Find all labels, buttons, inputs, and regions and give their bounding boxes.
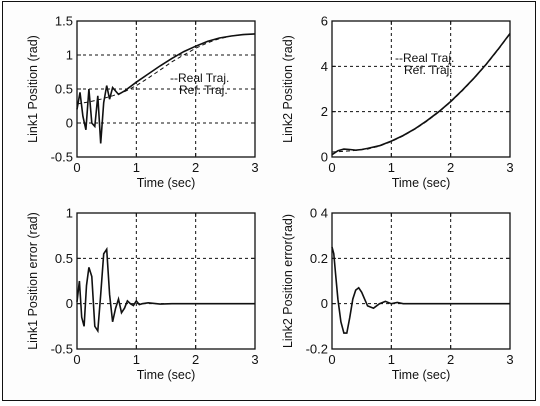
legend-entry: Ref. Traj. — [179, 83, 228, 97]
x-tick-label: 1 — [388, 160, 395, 175]
y-tick-label: 4 — [321, 59, 328, 74]
x-axis-label: Time (sec) — [392, 176, 451, 190]
series-line-1 — [331, 33, 511, 156]
series-line-2 — [76, 33, 256, 105]
x-axis-label: Time (sec) — [392, 368, 451, 382]
x-tick-label: 2 — [447, 160, 454, 175]
x-tick-label: 3 — [506, 160, 513, 175]
y-tick-label: 0 — [66, 116, 73, 131]
legend-entry: Ref. Traj. — [404, 63, 453, 77]
y-tick-label: -0.2 — [306, 342, 328, 357]
x-tick-label: 2 — [192, 160, 199, 175]
y-tick-label: 0.2 — [310, 251, 328, 266]
series-line-1 — [76, 246, 255, 334]
y-tick-label: 1 — [66, 48, 73, 63]
x-tick-label: 1 — [133, 160, 140, 175]
series-line-1 — [76, 33, 256, 144]
plot-area — [331, 20, 511, 158]
x-tick-label: 1 — [388, 352, 395, 367]
y-tick-label: 6 — [321, 14, 328, 29]
y-tick-label: -0.5 — [51, 150, 73, 165]
y-tick-label: -0.5 — [51, 342, 73, 357]
plot-area — [331, 212, 511, 350]
y-axis-label: Link2 Position (rad) — [281, 35, 295, 143]
plot-area — [76, 212, 256, 350]
y-tick-label: 1 — [66, 206, 73, 221]
x-tick-label: 3 — [506, 352, 513, 367]
x-tick-label: 0 — [328, 352, 335, 367]
y-tick-label: 2 — [321, 104, 328, 119]
x-tick-label: 0 — [73, 160, 80, 175]
y-tick-label: 0.5 — [55, 251, 73, 266]
x-tick-label: 2 — [192, 352, 199, 367]
legend-entry: --Real Traj. — [170, 71, 229, 85]
y-axis-label: Link1 Position error (rad) — [26, 212, 40, 350]
y-tick-label: 0.5 — [55, 82, 73, 97]
x-tick-label: 1 — [133, 352, 140, 367]
y-axis-label: Link1 Position (rad) — [26, 35, 40, 143]
series-line-2 — [331, 33, 511, 153]
y-tick-label: 1.5 — [55, 14, 73, 29]
x-tick-label: 3 — [251, 160, 258, 175]
y-tick-label: 0 4 — [310, 206, 328, 221]
x-tick-label: 0 — [73, 352, 80, 367]
y-tick-label: 0 — [321, 296, 328, 311]
x-tick-label: 2 — [447, 352, 454, 367]
chart-panel-2: 0 1 2 3 0 2 4 6 Time (sec) Link2 Position (rad) --… — [281, 14, 514, 191]
series-line-1 — [331, 246, 510, 334]
x-tick-label: 0 — [328, 160, 335, 175]
x-axis-label: Time (sec) — [137, 368, 196, 382]
y-axis-label: Link2 Position error(rad) — [281, 214, 295, 348]
y-tick-label: 0 — [321, 150, 328, 165]
x-tick-label: 3 — [251, 352, 258, 367]
y-tick-label: 0 — [66, 296, 73, 311]
x-axis-label: Time (sec) — [137, 176, 196, 190]
legend-entry: --Real Traj. — [395, 51, 454, 65]
